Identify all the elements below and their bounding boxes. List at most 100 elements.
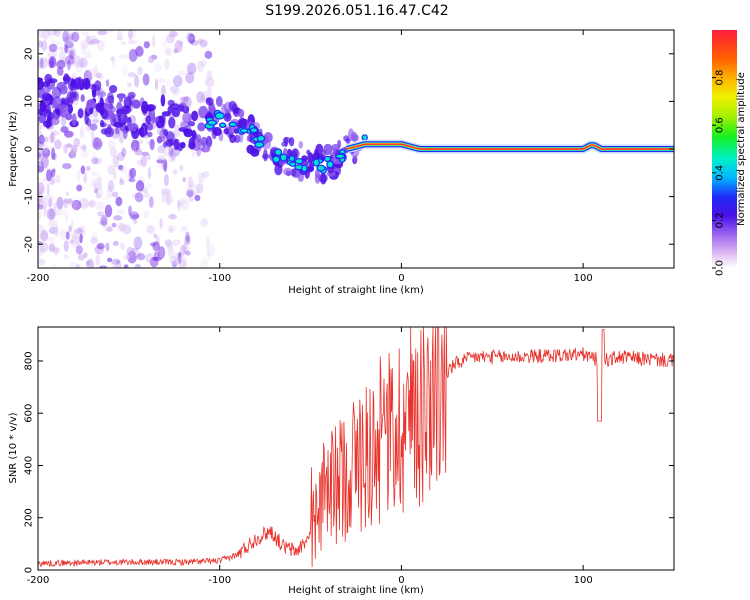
spectrogram-ylabel: Frequency (Hz) [8,111,19,187]
spectrogram-ridge-blob [69,91,77,99]
spectrogram-noise-blob [73,137,81,148]
spectrogram-noise-blob [41,40,48,52]
spectrogram-noise-blob [54,224,59,238]
spectrogram-noise-blob [66,143,72,148]
spectrogram-noise-blob [48,56,54,69]
spectrogram-noise-blob [38,246,43,259]
spectrogram-noise-blob [38,190,43,204]
spectrogram-noise-blob [48,219,58,228]
spectrogram-noise-blob [40,229,49,242]
spectrogram-noise-blob [65,231,70,240]
spectrogram-core-blob [294,157,304,165]
colorbar-label: Normalized spectral amplitude [736,72,747,226]
spectrogram-noise-blob [66,45,70,54]
spectrogram-ridge-blob [62,75,72,82]
spectrogram-noise-blob [190,182,200,196]
spectrogram-ridge-blob [44,104,52,114]
spectrogram-noise-blob [200,59,207,67]
spectrogram-noise-blob [129,211,140,221]
spectrogram-noise-blob [72,200,78,210]
spectrogram-noise-blob [84,50,92,59]
spectrogram-noise-blob [70,218,74,230]
spectrogram-noise-blob [177,200,182,212]
spectrogram-ytick-label: -20 [24,236,35,252]
spectrogram-noise-blob [188,197,194,203]
snr-xtick-label: 0 [398,575,404,586]
spectrogram-noise-blob [63,37,67,42]
spectrogram-noise-blob [200,257,209,268]
spectrogram-noise-blob [118,130,125,144]
spectrogram-ridge-blob [67,78,77,91]
spectrogram-noise-blob [179,259,187,268]
spectrogram-noise-blob [113,240,119,247]
spectrogram-noise-blob [124,169,132,183]
spectrogram-noise-blob [76,184,83,192]
spectrogram-noise-blob [63,144,68,154]
spectrogram-noise-blob [53,262,58,268]
spectrogram-ridge-blob [212,127,222,136]
spectrogram-noise-blob [41,178,47,185]
spectrogram-noise-blob [91,129,95,142]
spectrogram-ridge-blob [149,138,155,151]
spectrogram-ridge-blob [352,134,359,142]
spectrogram-noise-blob [48,197,53,208]
spectrogram-noise-blob [116,30,123,41]
spectrogram-noise-blob [94,183,103,190]
spectrogram-noise-blob [71,72,77,80]
spectrogram-ridge-blob [52,96,62,109]
spectrogram-noise-blob [116,209,126,215]
spectrogram-noise-blob [82,143,87,152]
spectrogram-noise-blob [96,72,102,79]
spectrogram-noise-blob [120,242,125,250]
spectrogram-noise-blob [163,173,169,187]
spectrogram-noise-blob [178,199,186,206]
spectrogram-noise-blob [177,199,181,209]
spectrogram-noise-blob [100,217,108,228]
spectrogram-ridge-blob [118,94,123,103]
spectrogram-ridge-blob [187,142,197,150]
spectrogram-noise-blob [38,56,44,70]
snr-series-line [38,327,674,568]
spectrogram-noise-blob [107,180,115,192]
spectrogram-ridge-blob [38,109,42,115]
spectrogram-ridge-blob [99,97,104,110]
spectrogram-noise-blob [113,215,123,221]
spectrogram-noise-blob [38,160,45,173]
spectrogram-noise-blob [97,211,104,217]
spectrogram-ridge-blob [168,116,176,129]
spectrogram-noise-blob [173,261,180,268]
spectrogram-noise-blob [131,192,140,199]
spectrogram-noise-blob [206,87,212,98]
spectrogram-noise-blob [128,48,138,62]
spectrogram-noise-blob [110,56,115,62]
spectrogram-noise-blob [98,220,108,225]
spectrogram-noise-blob [112,154,120,168]
spectrogram-noise-blob [66,30,70,41]
spectrogram-noise-blob [91,157,99,165]
spectrogram-noise-blob [40,244,45,254]
spectrogram-noise-blob [74,62,83,73]
spectrogram-noise-blob [197,60,204,72]
spectrogram-noise-blob [70,147,77,156]
spectrogram-ridge-blob [65,97,74,107]
spectrogram-core-blob [279,153,288,162]
spectrogram-noise-blob [38,225,45,233]
colorbar-tick-label: 0.8 [715,70,726,86]
spectrogram-noise-blob [121,147,127,157]
spectrogram-core-blob [301,164,308,173]
spectrogram-noise-blob [53,30,61,37]
spectrogram-noise-blob [39,241,49,253]
spectrogram-ridge-blob [237,117,248,130]
spectrogram-noise-blob [59,228,67,240]
spectrogram-ridge-blob [298,141,304,149]
spectrogram-noise-blob [153,63,163,72]
spectrogram-noise-blob [188,190,199,197]
spectrogram-noise-blob [40,155,49,166]
spectrogram-ridge-blob [146,122,153,131]
spectrogram-noise-blob [87,67,97,79]
spectrogram-noise-blob [51,147,56,160]
spectrogram-noise-blob [47,49,57,59]
spectrogram-ridge-blob [50,117,60,126]
spectrogram-noise-blob [186,70,196,77]
